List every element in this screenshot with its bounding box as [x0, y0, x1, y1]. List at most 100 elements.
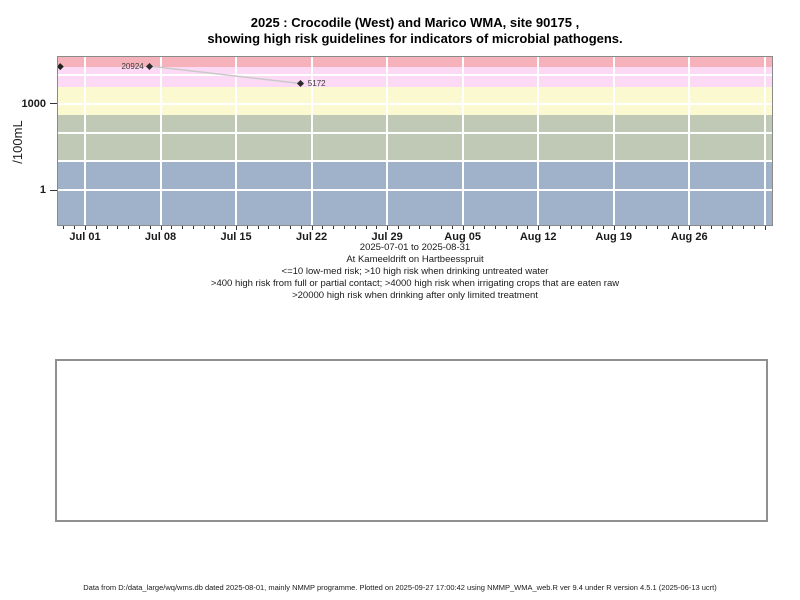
- y-tick-label: 1000: [21, 97, 46, 110]
- chart-title-line2: showing high risk guidelines for indicat…: [207, 30, 623, 46]
- x-tick: [441, 226, 443, 229]
- x-tick: [85, 226, 86, 230]
- x-tick: [95, 226, 97, 229]
- x-tick: [397, 226, 399, 229]
- risk-band: [58, 115, 772, 162]
- x-tick: [581, 226, 583, 229]
- x-tick: [160, 226, 162, 230]
- x-tick: [74, 226, 76, 229]
- x-tick: [387, 226, 389, 230]
- x-tick: [613, 226, 615, 230]
- x-tick: [225, 226, 227, 229]
- x-tick: [365, 226, 367, 229]
- x-tick: [689, 226, 691, 230]
- x-tick: [214, 226, 216, 229]
- x-tick: [570, 226, 572, 229]
- x-tick: [635, 226, 637, 229]
- x-tick: [700, 226, 702, 229]
- x-tick-label: Jul 01: [69, 231, 101, 243]
- y-tick: [50, 103, 57, 105]
- x-tick: [516, 226, 518, 229]
- x-tick: [279, 226, 281, 229]
- risk-band: [58, 161, 772, 225]
- risk-band: [58, 57, 772, 67]
- caption-line-location: At Kameeldrift on Hartbeesspruit: [346, 254, 484, 265]
- x-tick: [246, 226, 248, 229]
- x-tick: [710, 226, 712, 229]
- x-tick: [333, 226, 335, 229]
- x-tick: [311, 226, 313, 230]
- gridline-v: [84, 57, 86, 225]
- x-tick: [678, 226, 680, 229]
- x-tick-label: Aug 26: [670, 231, 708, 243]
- x-tick-label: Aug 19: [595, 231, 633, 243]
- caption-line-risk2: >400 high risk from full or partial cont…: [210, 278, 620, 289]
- data-point-label: 20924: [121, 61, 144, 71]
- x-tick: [753, 226, 755, 229]
- x-tick: [63, 226, 65, 229]
- x-tick: [182, 226, 184, 229]
- gridline-v: [612, 57, 615, 225]
- series-line: [149, 65, 301, 85]
- x-tick: [419, 226, 421, 229]
- x-tick: [128, 226, 130, 229]
- x-tick: [236, 226, 238, 230]
- x-tick-label: Jul 22: [295, 231, 328, 243]
- x-tick: [203, 226, 205, 229]
- x-tick: [495, 226, 497, 229]
- gridline-v: [235, 57, 238, 225]
- x-tick: [300, 226, 302, 229]
- x-tick: [430, 226, 432, 229]
- x-tick: [138, 226, 140, 229]
- x-tick: [117, 226, 119, 229]
- gridline-h: [58, 189, 772, 191]
- gridline-h: [58, 102, 772, 105]
- x-tick: [484, 226, 486, 229]
- caption-line-risk1: <=10 low-med risk; >10 high risk when dr…: [281, 266, 549, 277]
- x-tick: [171, 226, 173, 229]
- chart-title-line1: 2025 : Crocodile (West) and Marico WMA, …: [250, 15, 580, 30]
- gridline-v: [688, 57, 691, 225]
- gridline-v: [763, 57, 766, 225]
- gridline-v: [386, 57, 389, 225]
- x-tick: [592, 226, 594, 229]
- x-tick: [257, 226, 259, 229]
- y-tick: [50, 189, 57, 191]
- x-tick: [559, 226, 561, 229]
- x-tick: [268, 226, 270, 229]
- caption-block: 2025-07-01 to 2025-08-31 At Kameeldrift …: [0, 242, 800, 302]
- x-tick: [322, 226, 324, 229]
- x-tick: [473, 226, 475, 229]
- x-tick: [408, 226, 410, 229]
- gridline-v: [537, 57, 540, 225]
- risk-band: [58, 86, 772, 116]
- x-tick-label: Aug 12: [519, 231, 557, 243]
- footer-note: Data from D:/data_large/wq/wms.db dated …: [83, 583, 717, 592]
- x-tick: [548, 226, 550, 229]
- x-tick: [732, 226, 734, 229]
- x-tick: [656, 226, 658, 229]
- x-tick: [376, 226, 378, 229]
- empty-panel: [55, 359, 768, 522]
- gridline-v: [461, 57, 464, 225]
- gridline-v: [310, 57, 313, 225]
- x-tick: [290, 226, 291, 229]
- chart-title: 2025 : Crocodile (West) and Marico WMA, …: [0, 15, 800, 46]
- x-tick-label: Jul 15: [220, 231, 252, 243]
- caption-line-date-range: 2025-07-01 to 2025-08-31: [359, 242, 471, 253]
- x-tick: [721, 226, 723, 229]
- x-tick: [602, 226, 604, 229]
- x-tick-label: Aug 05: [444, 231, 481, 243]
- gridline-h: [58, 160, 772, 163]
- x-tick: [624, 226, 626, 229]
- gridline-v: [159, 57, 162, 225]
- x-tick: [462, 226, 464, 230]
- gridline-h: [58, 74, 772, 77]
- x-tick: [646, 226, 648, 229]
- caption-line-risk3: >20000 high risk when drinking after onl…: [292, 290, 538, 301]
- gridline-h: [58, 131, 772, 134]
- x-tick: [667, 226, 669, 229]
- x-tick: [527, 226, 529, 229]
- x-tick: [764, 226, 766, 230]
